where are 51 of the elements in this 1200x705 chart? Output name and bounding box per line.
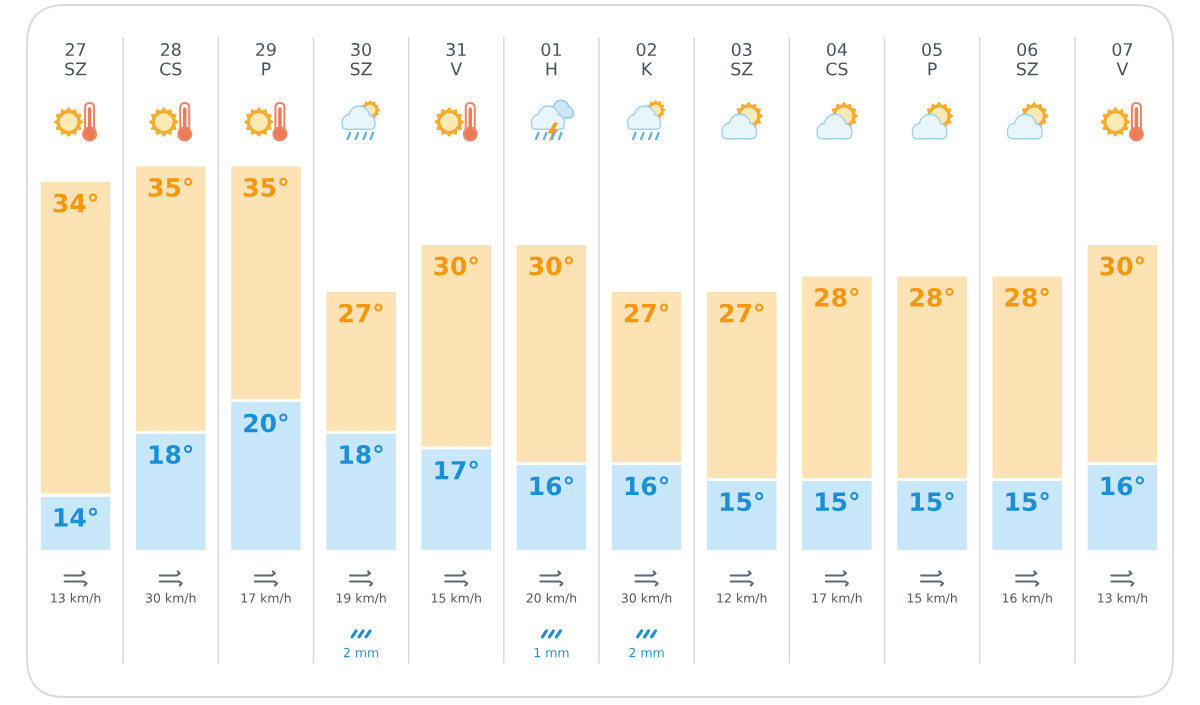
- annotation: 35°: [148, 177, 193, 197]
- data-label: 17 km/h: [812, 593, 862, 604]
- data-label: 16°: [1101, 476, 1144, 496]
- x-tick-label: 28 CS: [160, 42, 182, 76]
- data-label: 30 km/h: [145, 593, 196, 604]
- annotation: 30°: [529, 256, 573, 276]
- data-label: 20 km/h: [526, 593, 577, 604]
- annotation: 30°: [1100, 256, 1144, 276]
- data-label: 14°: [54, 507, 98, 527]
- data-label: 2 mm: [343, 647, 379, 658]
- x-tick-label: 01 H: [541, 42, 561, 76]
- data-label: 15°: [1006, 492, 1049, 512]
- annotation: 35°: [243, 177, 288, 197]
- annotation: 30°: [434, 256, 478, 276]
- data-label: 16°: [530, 476, 573, 496]
- x-tick-label: 31 V: [446, 42, 466, 76]
- data-label: 18°: [340, 444, 383, 464]
- data-label: 13 km/h: [51, 593, 101, 604]
- data-label: 20°: [244, 413, 288, 433]
- x-tick-label: 04 CS: [826, 42, 848, 76]
- x-tick-label: 07 V: [1112, 42, 1132, 76]
- data-label: 12 km/h: [717, 593, 767, 604]
- data-label: 19 km/h: [336, 593, 386, 604]
- data-label: 15°: [816, 492, 859, 512]
- data-label: 18°: [149, 444, 193, 464]
- data-label: 15°: [911, 492, 954, 512]
- data-label: 15 km/h: [907, 593, 957, 604]
- data-label: 17 km/h: [241, 593, 291, 604]
- x-tick-label: 05 P: [922, 42, 942, 76]
- data-label: 13 km/h: [1098, 593, 1148, 604]
- x-tick-label: 29 P: [256, 42, 276, 76]
- annotation: 27°: [624, 303, 669, 323]
- data-label: 17°: [435, 460, 478, 480]
- x-tick-label: 02 K: [636, 42, 656, 76]
- annotation: 28°: [910, 287, 954, 307]
- data-label: 16°: [625, 476, 669, 496]
- data-label: 2 mm: [629, 647, 664, 658]
- data-label: 16 km/h: [1002, 593, 1052, 604]
- annotation: 28°: [815, 287, 859, 307]
- data-label: 30 km/h: [621, 593, 672, 604]
- data-label: 1 mm: [534, 648, 569, 658]
- annotation: 34°: [53, 193, 98, 213]
- annotation: 28°: [1005, 287, 1049, 307]
- x-tick-label: 27 SZ: [65, 42, 87, 76]
- data-label: 15 km/h: [431, 593, 481, 604]
- x-tick-label: 06 SZ: [1016, 42, 1038, 76]
- annotation: 27°: [339, 303, 383, 323]
- x-tick-label: 30 SZ: [350, 42, 372, 76]
- x-tick-label: 03 SZ: [731, 42, 753, 76]
- annotation: 27°: [720, 303, 764, 323]
- data-label: 15°: [720, 492, 764, 512]
